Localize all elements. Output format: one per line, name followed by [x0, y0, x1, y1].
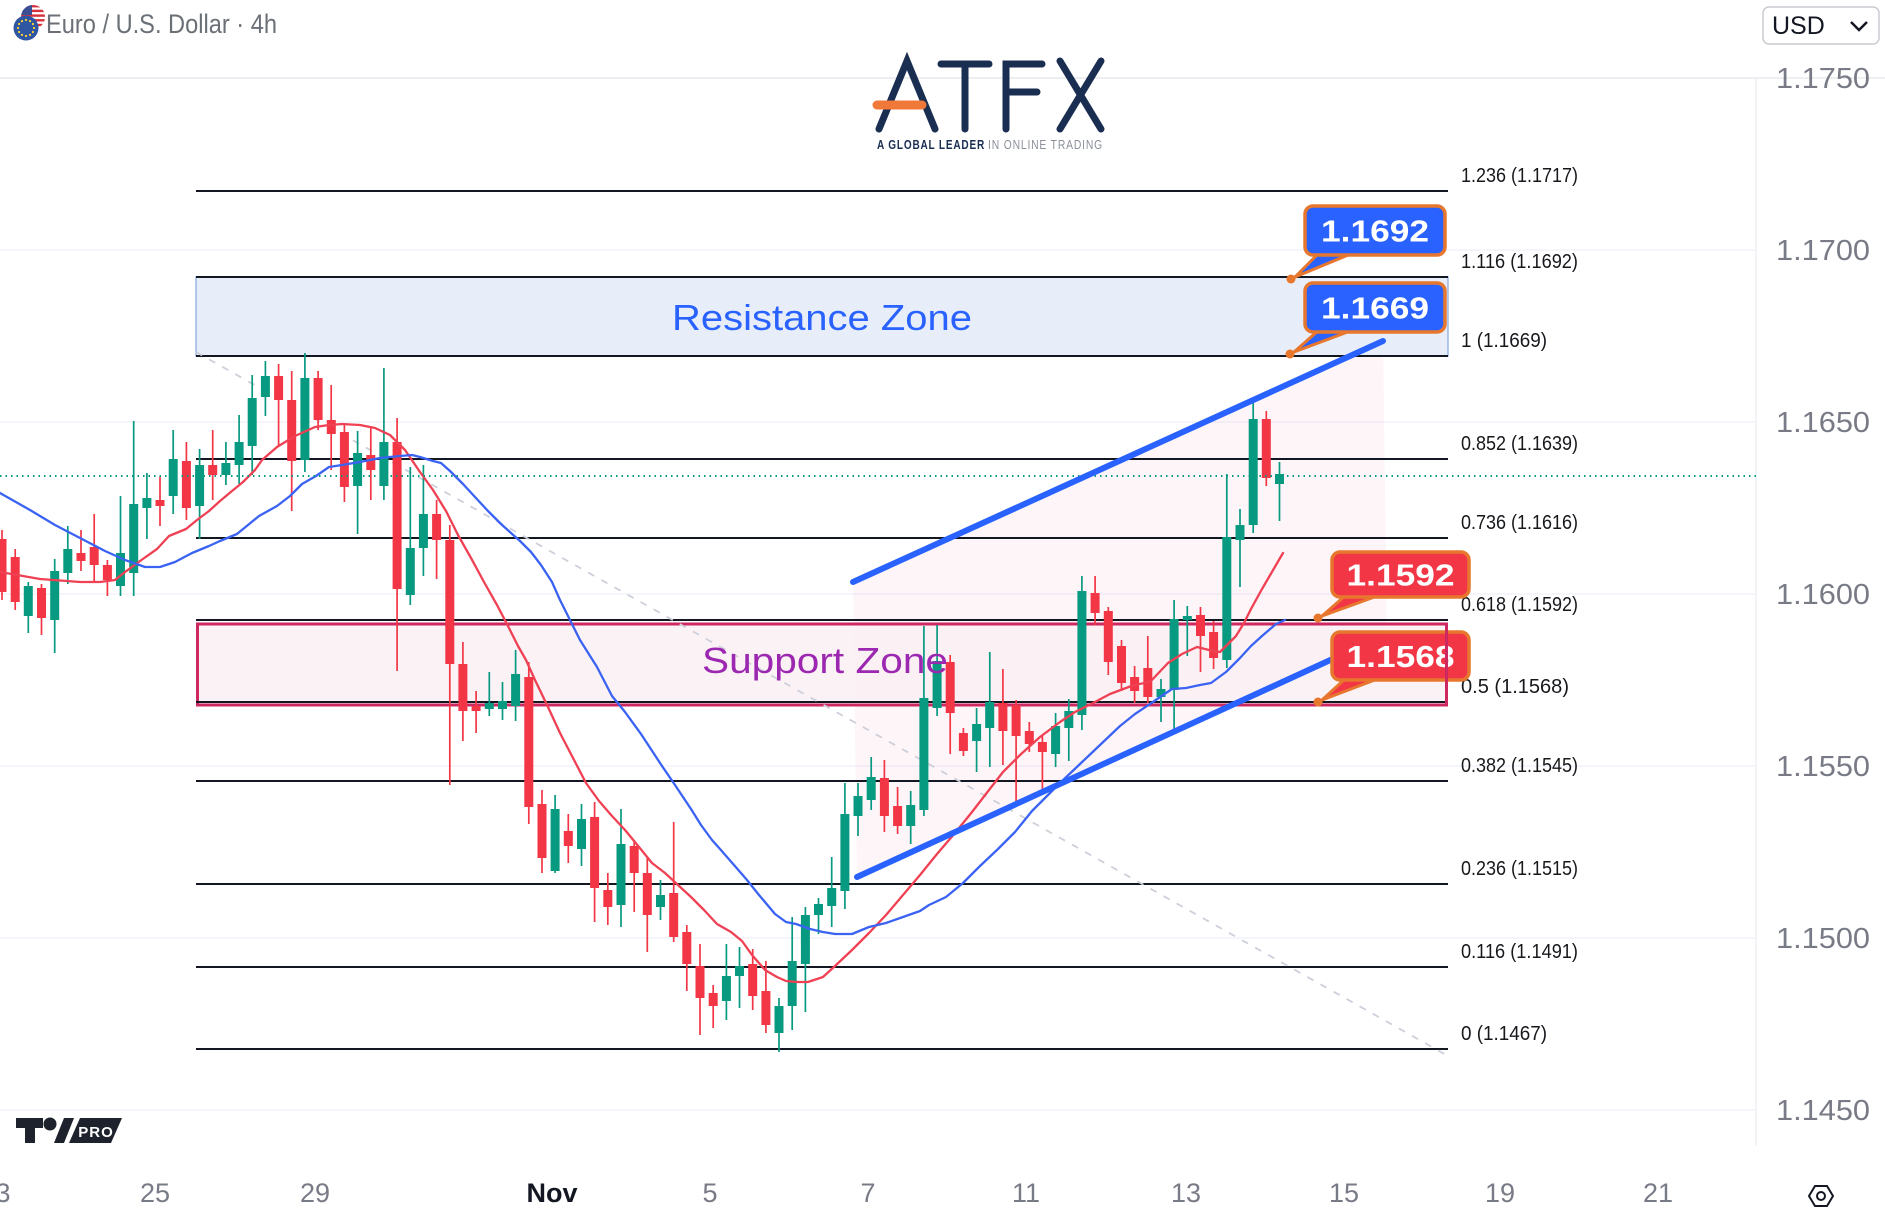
svg-text:Resistance Zone: Resistance Zone: [672, 297, 972, 338]
svg-text:19: 19: [1485, 1178, 1515, 1208]
svg-text:11: 11: [1012, 1178, 1040, 1208]
svg-text:21: 21: [1643, 1178, 1673, 1208]
svg-text:PRO: PRO: [78, 1124, 114, 1141]
svg-text:3: 3: [0, 1178, 11, 1208]
svg-text:1.1750: 1.1750: [1776, 63, 1870, 95]
svg-text:0.116 (1.1491): 0.116 (1.1491): [1461, 940, 1578, 963]
svg-text:Support Zone: Support Zone: [702, 640, 948, 681]
svg-text:13: 13: [1171, 1178, 1201, 1208]
svg-text:USD: USD: [1772, 12, 1825, 40]
svg-text:0.382 (1.1545): 0.382 (1.1545): [1461, 754, 1578, 777]
svg-text:0.618 (1.1592): 0.618 (1.1592): [1461, 593, 1578, 616]
svg-text:15: 15: [1329, 1178, 1359, 1208]
svg-text:1.1550: 1.1550: [1776, 751, 1870, 783]
svg-text:1 (1.1669): 1 (1.1669): [1461, 329, 1547, 352]
svg-text:1.236 (1.1717): 1.236 (1.1717): [1461, 164, 1578, 187]
svg-text:0.5 (1.1568): 0.5 (1.1568): [1461, 675, 1569, 698]
svg-text:1.1450: 1.1450: [1776, 1095, 1870, 1127]
svg-text:Euro / U.S. Dollar · 4h: Euro / U.S. Dollar · 4h: [46, 9, 277, 39]
svg-text:IN ONLINE TRADING: IN ONLINE TRADING: [988, 138, 1103, 152]
svg-text:1.1700: 1.1700: [1776, 235, 1870, 267]
svg-text:7: 7: [860, 1178, 875, 1208]
svg-text:25: 25: [140, 1178, 170, 1208]
svg-text:1.1692: 1.1692: [1321, 214, 1429, 249]
svg-text:1.1669: 1.1669: [1321, 291, 1429, 326]
svg-text:1.116 (1.1692): 1.116 (1.1692): [1461, 250, 1578, 273]
svg-text:0.736 (1.1616): 0.736 (1.1616): [1461, 511, 1578, 534]
svg-text:0.236 (1.1515): 0.236 (1.1515): [1461, 857, 1578, 880]
svg-text:1.1650: 1.1650: [1776, 407, 1870, 439]
svg-text:0.852 (1.1639): 0.852 (1.1639): [1461, 432, 1578, 455]
svg-text:5: 5: [702, 1178, 717, 1208]
svg-text:1.1568: 1.1568: [1347, 639, 1455, 674]
svg-text:Nov: Nov: [526, 1178, 577, 1208]
svg-text:29: 29: [300, 1178, 330, 1208]
svg-text:A GLOBAL LEADER: A GLOBAL LEADER: [877, 138, 985, 152]
svg-text:1.1500: 1.1500: [1776, 923, 1870, 955]
svg-text:1.1600: 1.1600: [1776, 579, 1870, 611]
svg-text:1.1592: 1.1592: [1347, 558, 1455, 593]
svg-text:0 (1.1467): 0 (1.1467): [1461, 1022, 1547, 1045]
